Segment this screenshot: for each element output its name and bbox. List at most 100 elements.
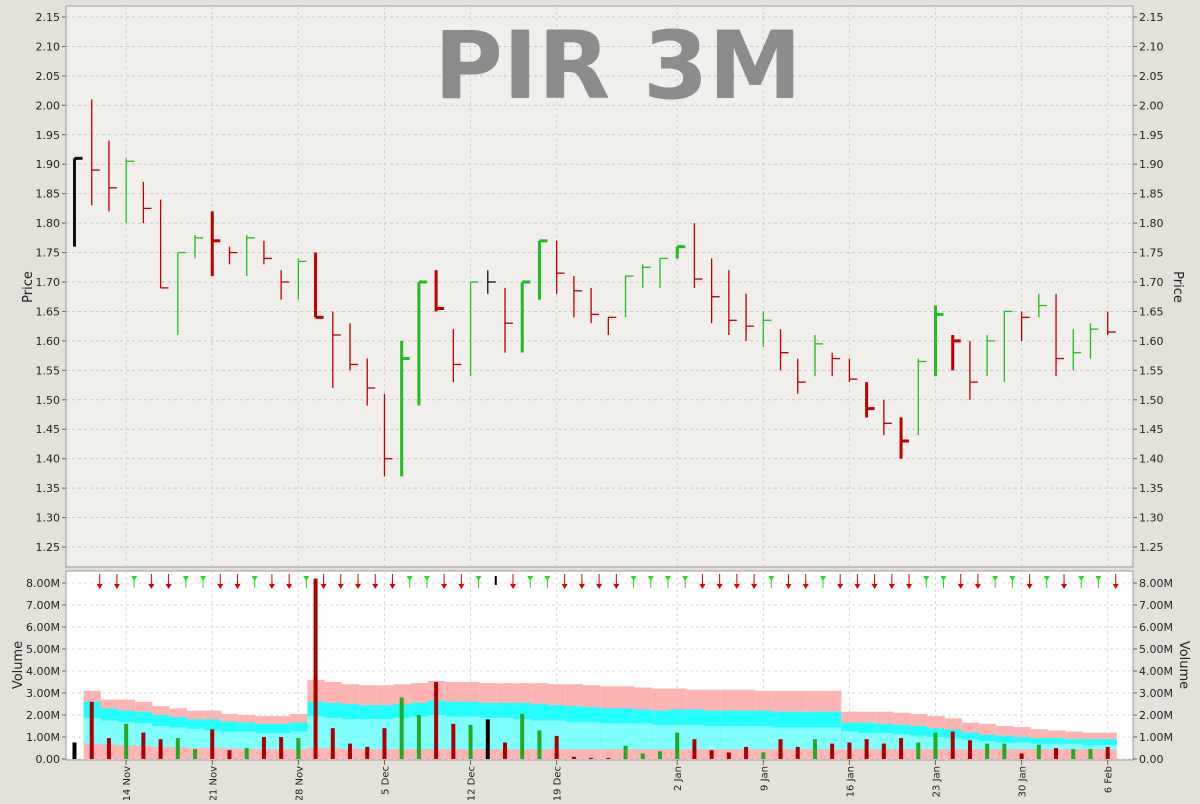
volume-tick-label: 6.00M	[26, 621, 60, 634]
volume-bar	[658, 751, 662, 759]
volume-bar	[1071, 749, 1075, 759]
date-tick-label: 19 Dec	[553, 766, 564, 800]
volume-bar	[107, 738, 111, 759]
volume-bar	[348, 744, 352, 759]
volume-bar	[124, 724, 128, 759]
volume-tick-label: 4.00M	[26, 665, 60, 678]
volume-bar	[847, 743, 851, 760]
volume-tick-label: 2.00M	[26, 709, 60, 722]
volume-bar	[73, 743, 77, 760]
volume-bar	[417, 715, 421, 759]
price-tick-label: 2.10	[36, 40, 61, 53]
price-tick-label: 1.30	[1139, 512, 1164, 525]
volume-bar	[1002, 744, 1006, 759]
volume-bar	[589, 758, 593, 759]
volume-tick-label: 0.00	[1139, 753, 1164, 766]
price-tick-label: 1.50	[36, 394, 61, 407]
date-tick-label: 16 Jan	[845, 766, 856, 797]
volume-bar	[90, 702, 94, 759]
volume-bar	[572, 757, 576, 759]
volume-tick-label: 2.00M	[1139, 709, 1173, 722]
volume-band-mid	[359, 719, 376, 749]
price-tick-label: 1.80	[1139, 217, 1164, 230]
volume-band-mid	[755, 726, 772, 749]
price-tick-label: 1.60	[1139, 335, 1164, 348]
volume-band-mid	[652, 725, 669, 749]
volume-axis-label-left: Volume	[11, 641, 26, 689]
volume-bar	[1020, 754, 1024, 760]
volume-tick-label: 5.00M	[26, 643, 60, 656]
price-tick-label: 1.40	[36, 453, 61, 466]
date-tick-label: 12 Dec	[467, 766, 478, 800]
volume-bar	[606, 758, 610, 759]
volume-bar	[486, 719, 490, 759]
price-tick-label: 1.60	[36, 335, 61, 348]
volume-bar	[692, 739, 696, 759]
date-tick-label: 21 Nov	[208, 766, 219, 800]
volume-bar	[899, 738, 903, 759]
volume-band-mid	[583, 722, 600, 749]
date-tick-label: 30 Jan	[1018, 766, 1029, 797]
volume-bar	[245, 748, 249, 759]
volume-bar	[314, 579, 318, 759]
volume-band-mid	[187, 729, 204, 748]
volume-tick-label: 1.00M	[1139, 731, 1173, 744]
volume-band-mid	[790, 727, 807, 749]
volume-band-mid	[704, 726, 721, 749]
volume-bar	[710, 750, 714, 759]
price-tick-label: 2.05	[36, 70, 61, 83]
volume-tick-label: 6.00M	[1139, 621, 1173, 634]
price-tick-label: 1.95	[36, 129, 61, 142]
volume-bar	[1037, 745, 1041, 759]
volume-bar	[830, 744, 834, 759]
volume-bar	[813, 739, 817, 759]
volume-band-mid	[1013, 743, 1030, 750]
date-tick-label: 5 Dec	[380, 766, 391, 795]
price-tick-label: 2.15	[1139, 11, 1164, 24]
volume-band-mid	[1082, 745, 1099, 749]
volume-tick-label: 7.00M	[1139, 599, 1173, 612]
price-tick-label: 1.95	[1139, 129, 1164, 142]
volume-bar	[262, 737, 266, 759]
volume-bar	[727, 752, 731, 759]
volume-bar	[520, 714, 524, 759]
volume-bar	[176, 738, 180, 759]
price-tick-label: 1.75	[1139, 247, 1164, 260]
volume-bar	[1054, 748, 1058, 759]
volume-bar	[434, 682, 438, 759]
volume-bar	[279, 737, 283, 759]
volume-bar	[641, 754, 645, 760]
volume-bar	[503, 743, 507, 760]
price-tick-label: 1.45	[36, 423, 61, 436]
price-tick-label: 1.50	[1139, 394, 1164, 407]
price-tick-label: 1.85	[36, 188, 61, 201]
price-tick-label: 1.55	[36, 364, 61, 377]
volume-bar	[555, 736, 559, 759]
volume-tick-label: 7.00M	[26, 599, 60, 612]
volume-band-mid	[1065, 744, 1082, 749]
volume-bar	[744, 747, 748, 759]
chart-title: PIR 3M	[434, 12, 802, 121]
price-tick-label: 2.00	[36, 99, 61, 112]
volume-band-mid	[721, 726, 738, 749]
volume-bar	[365, 747, 369, 759]
volume-tick-label: 3.00M	[26, 687, 60, 700]
volume-band-mid	[738, 726, 755, 749]
price-tick-label: 1.90	[36, 158, 61, 171]
volume-bar	[796, 747, 800, 759]
volume-bar	[469, 725, 473, 759]
volume-tick-label: 0.00	[36, 753, 61, 766]
price-tick-label: 1.55	[1139, 364, 1164, 377]
volume-bar	[141, 733, 145, 759]
volume-tick-label: 5.00M	[1139, 643, 1173, 656]
price-tick-label: 1.70	[36, 276, 61, 289]
volume-bar	[382, 728, 386, 759]
price-tick-label: 2.00	[1139, 99, 1164, 112]
volume-tick-label: 1.00M	[26, 731, 60, 744]
price-tick-label: 1.65	[1139, 305, 1164, 318]
volume-bar	[331, 728, 335, 759]
volume-bar	[296, 738, 300, 759]
volume-bar	[985, 744, 989, 759]
volume-band-mid	[221, 732, 238, 749]
